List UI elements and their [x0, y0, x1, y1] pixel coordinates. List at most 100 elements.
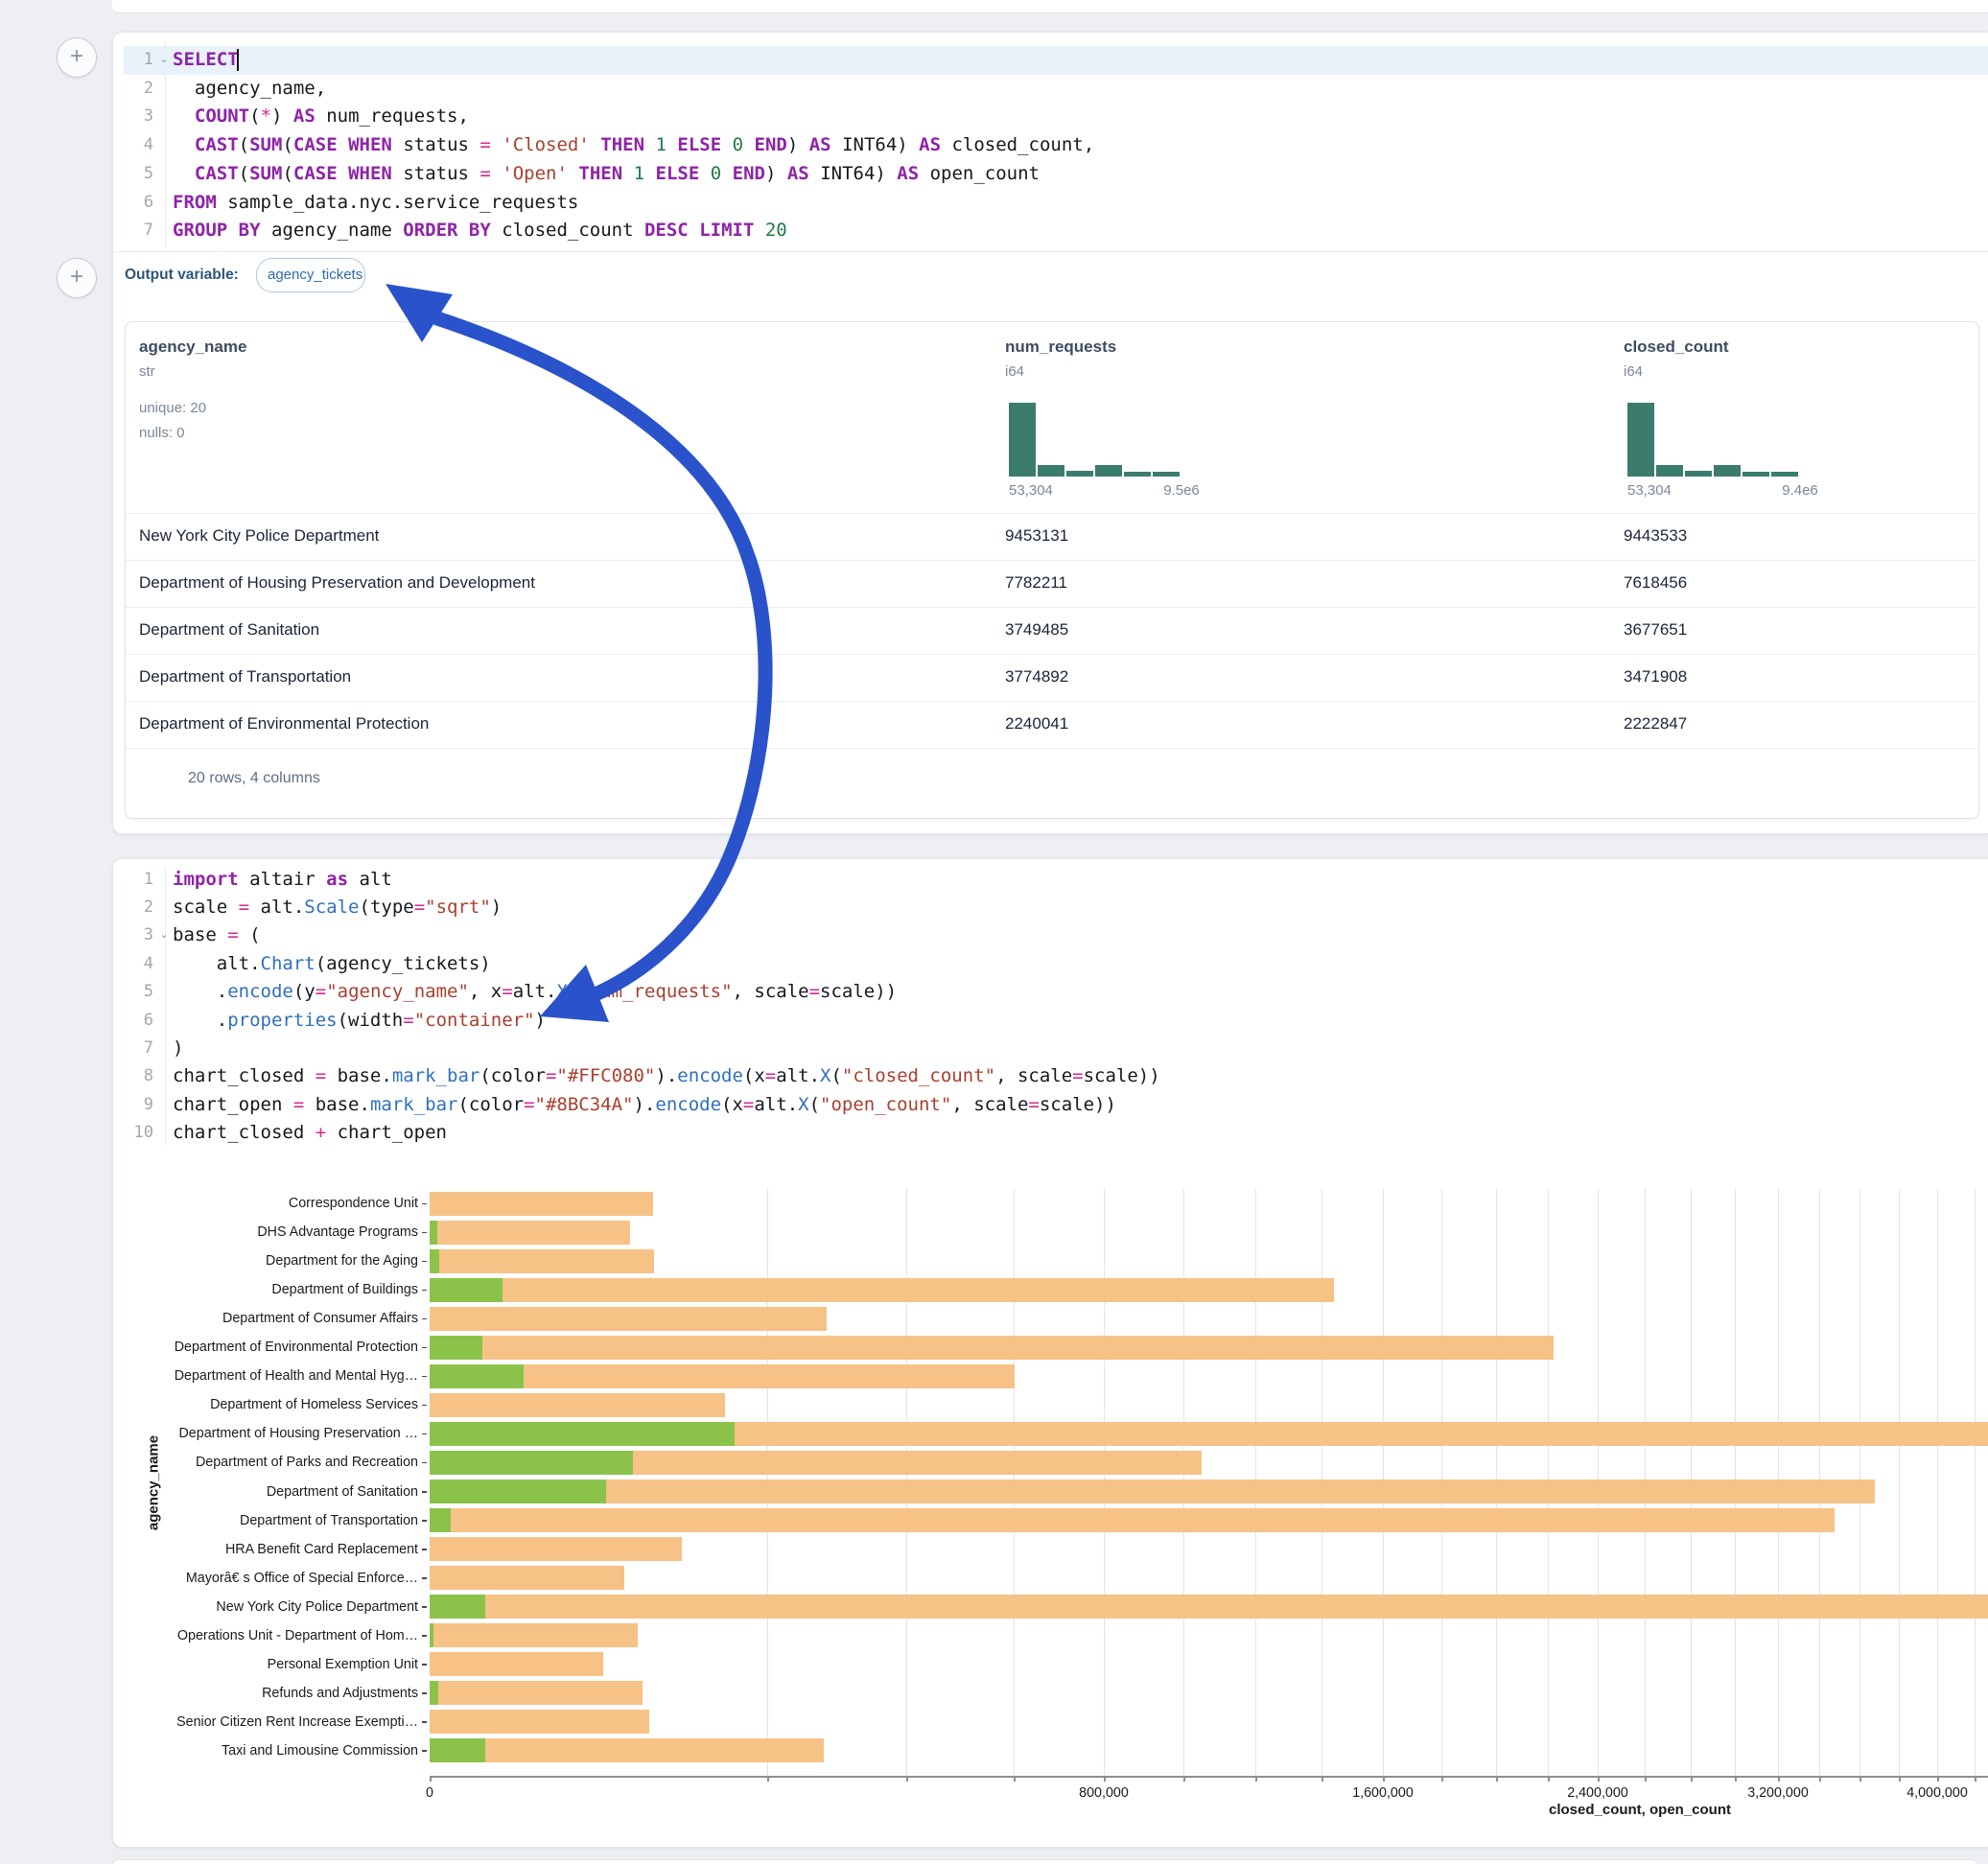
column-stat: unique: 20	[139, 400, 206, 416]
code-token-kw: END	[755, 134, 787, 155]
code-line[interactable]: agency_name,	[173, 75, 326, 103]
table-cell-agency-name: Department of Sanitation	[139, 620, 319, 640]
code-token-pl	[239, 49, 249, 70]
code-token-fn: X	[798, 1094, 808, 1115]
code-token-kw: LIMIT	[699, 220, 754, 241]
code-token-pl	[689, 220, 699, 241]
code-token-kw: CASE	[293, 134, 338, 155]
code-line[interactable]: chart_closed + chart_open	[173, 1119, 447, 1147]
chart-bar-closed	[430, 1221, 630, 1245]
table-cell-num-requests: 9453131	[1005, 526, 1068, 546]
code-line[interactable]: FROM sample_data.nyc.service_requests	[173, 189, 578, 217]
y-axis-tick	[422, 1261, 427, 1263]
code-token-fn: properties	[227, 1010, 337, 1031]
table-cell-agency-name: Department of Housing Preservation and D…	[139, 573, 535, 593]
y-axis-label: Taxi and Limousine Commission	[0, 1743, 418, 1759]
code-token-num: 0	[711, 163, 721, 184]
code-line[interactable]: .properties(width="container")	[173, 1007, 546, 1035]
code-line[interactable]: COUNT(*) AS num_requests,	[173, 103, 469, 130]
code-token-kw: DESC	[644, 220, 689, 241]
code-line[interactable]: base = (	[173, 921, 261, 949]
code-token-pl	[622, 163, 633, 184]
code-line[interactable]: chart_open = base.mark_bar(color="#8BC34…	[173, 1091, 1116, 1119]
code-token-kw: AS	[809, 134, 831, 155]
histogram-bar	[1153, 472, 1180, 477]
add-cell-button-top[interactable]: +	[57, 37, 97, 78]
code-token-kw: BY	[469, 220, 491, 241]
code-token-pl: .	[173, 1010, 227, 1031]
code-token-pl: alt.	[513, 981, 557, 1002]
code-token-pl: alt.	[776, 1065, 820, 1086]
code-token-kw: AS	[919, 134, 941, 155]
code-token-pl: base.	[304, 1094, 370, 1115]
column-header-num_requests[interactable]: num_requests	[1005, 338, 1116, 357]
code-line[interactable]: CAST(SUM(CASE WHEN status = 'Open' THEN …	[173, 160, 1040, 188]
chart-bar-closed	[430, 1710, 649, 1734]
code-line[interactable]: .encode(y="agency_name", x=alt.X("num_re…	[173, 978, 897, 1006]
fold-chevron-icon[interactable]: ⌄	[157, 46, 171, 74]
code-token-str: "#8BC34A"	[535, 1094, 634, 1115]
code-line[interactable]: chart_closed = base.mark_bar(color="#FFC…	[173, 1062, 1160, 1090]
code-token-fn: Scale	[304, 897, 359, 918]
code-token-pl	[338, 163, 348, 184]
code-token-kw: THEN	[578, 163, 622, 184]
code-line[interactable]: scale = alt.Scale(type="sqrt")	[173, 894, 502, 921]
chart-gridline	[1937, 1189, 1938, 1776]
x-axis-minor-tick	[430, 1776, 432, 1782]
table-cell-num-requests: 7782211	[1005, 573, 1067, 593]
fold-chevron-icon[interactable]: ⌄	[157, 921, 171, 949]
code-token-pl: scale	[173, 897, 239, 918]
output-variable-pill[interactable]: agency_tickets	[256, 258, 365, 292]
y-axis-tick	[422, 1433, 427, 1435]
add-cell-button-mid[interactable]: +	[57, 258, 97, 298]
code-token-op: =	[743, 1094, 754, 1115]
code-token-kw: BY	[239, 220, 261, 241]
table-cell-num-requests: 3749485	[1005, 620, 1068, 640]
code-token-pl: )	[765, 163, 787, 184]
line-number: 3	[113, 103, 153, 130]
code-line[interactable]: GROUP BY agency_name ORDER BY closed_cou…	[173, 217, 787, 245]
histogram-bar	[1685, 471, 1712, 477]
code-token-op: =	[403, 1010, 413, 1031]
code-token-fn: encode	[655, 1094, 721, 1115]
code-line[interactable]: alt.Chart(agency_tickets)	[173, 950, 491, 978]
y-axis-tick	[422, 1750, 427, 1752]
y-axis-label: Department of Parks and Recreation	[0, 1455, 418, 1470]
code-token-kw: AS	[293, 105, 316, 127]
y-axis-label: DHS Advantage Programs	[0, 1224, 418, 1240]
code-line[interactable]: import altair as alt	[173, 866, 392, 894]
code-token-pl: closed_count,	[941, 134, 1094, 155]
code-token-pl: (x	[743, 1065, 765, 1086]
line-number: 3	[113, 921, 153, 949]
chart-bar-closed	[430, 1508, 1835, 1532]
table-cell-agency-name: Department of Transportation	[139, 667, 351, 687]
y-axis-tick	[422, 1491, 427, 1493]
histogram-bar	[1714, 465, 1741, 477]
y-axis-tick	[422, 1203, 427, 1205]
column-header-agency_name[interactable]: agency_name	[139, 338, 246, 357]
x-axis-tick-label: 800,000	[1046, 1785, 1161, 1801]
line-number: 9	[113, 1091, 153, 1119]
code-token-num: 0	[733, 134, 743, 155]
line-number: 5	[113, 160, 153, 188]
histogram-bar	[1627, 403, 1654, 477]
code-token-op: +	[316, 1122, 326, 1143]
table-cell-closed-count: 7618456	[1624, 573, 1687, 593]
code-token-op: =	[316, 981, 326, 1002]
y-axis-tick	[422, 1520, 427, 1522]
code-line[interactable]: )	[173, 1035, 183, 1062]
chart-bar-closed	[430, 1278, 1334, 1302]
table-cell-closed-count: 3677651	[1624, 620, 1687, 640]
code-line[interactable]: CAST(SUM(CASE WHEN status = 'Closed' THE…	[173, 131, 1094, 159]
code-token-pl: (	[282, 134, 292, 155]
code-token-pl: agency_name	[261, 220, 404, 241]
histogram-max-label: 9.4e6	[1757, 482, 1843, 499]
chart-bar-open	[430, 1681, 438, 1705]
x-axis-tick-label: 3,200,000	[1720, 1785, 1836, 1801]
y-axis-label: Mayorâ€ s Office of Special Enforce…	[0, 1571, 418, 1586]
code-token-pl: (	[239, 163, 249, 184]
column-header-closed_count[interactable]: closed_count	[1624, 338, 1729, 357]
chart-bar-open	[430, 1364, 524, 1388]
line-number: 4	[113, 131, 153, 159]
line-number: 8	[113, 1062, 153, 1090]
